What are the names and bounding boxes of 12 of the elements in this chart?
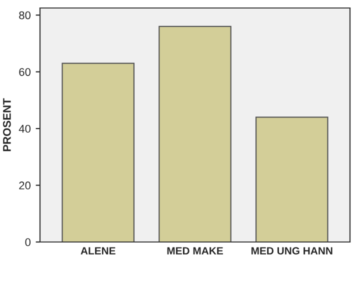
bar	[62, 62, 135, 242]
x-tick-label: MED MAKE	[167, 247, 223, 254]
bar	[255, 116, 328, 242]
y-tick-label: 60	[19, 68, 31, 76]
y-axis-title: PROSENT	[2, 98, 11, 152]
y-tick-label: 40	[18, 124, 31, 133]
x-tick-label: ALENE	[80, 247, 116, 254]
bar	[158, 26, 232, 242]
y-tick-label: 80	[19, 11, 31, 20]
x-tick-label: MED UNG HANN	[251, 247, 332, 255]
y-tick-label: 0	[25, 238, 31, 246]
y-tick-label: 20	[19, 182, 31, 190]
